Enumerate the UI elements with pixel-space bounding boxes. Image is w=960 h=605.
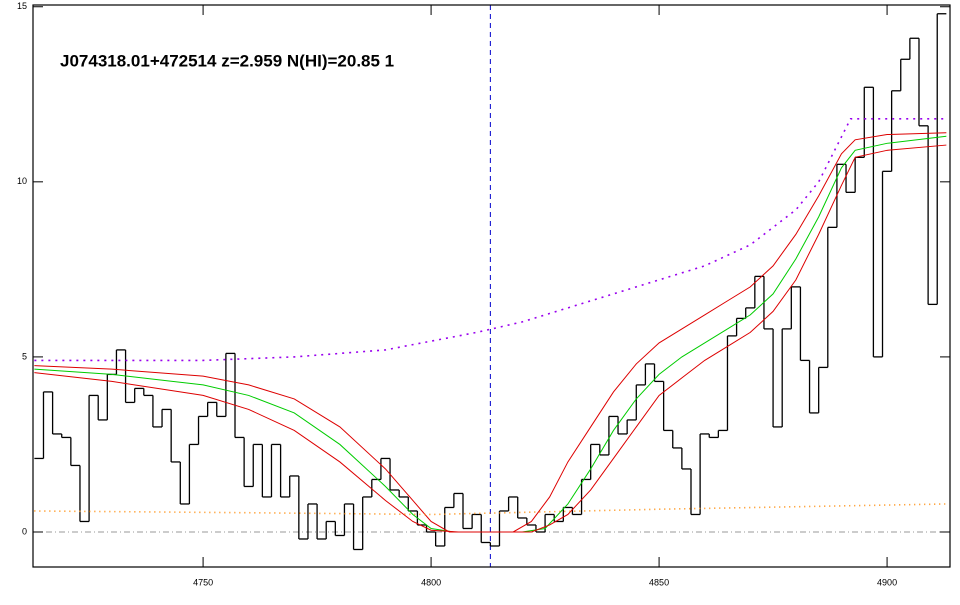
model-line xyxy=(34,135,947,533)
y-tick-label: 0 xyxy=(22,526,27,536)
flux-riser xyxy=(42,13,938,550)
y-tick-label: 5 xyxy=(22,351,27,361)
model-line xyxy=(34,144,947,533)
plot-frame xyxy=(32,4,951,568)
x-tick-label: 4850 xyxy=(649,577,669,587)
x-tick-label: 4800 xyxy=(421,577,441,587)
x-tick-label: 4750 xyxy=(193,577,213,587)
y-tick-label: 15 xyxy=(17,1,27,11)
y-tick-label: 10 xyxy=(17,176,27,186)
chart-title: J074318.01+472514 z=2.959 N(HI)=20.85 1 xyxy=(60,51,394,70)
model-line xyxy=(34,132,947,533)
model-line xyxy=(34,503,947,516)
x-tick-label: 4900 xyxy=(877,577,897,587)
